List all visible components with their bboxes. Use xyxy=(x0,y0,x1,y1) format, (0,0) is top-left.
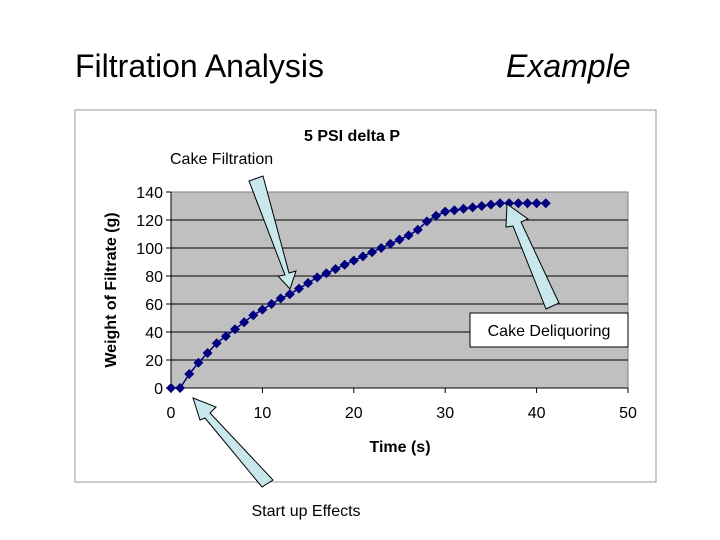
data-point xyxy=(175,383,186,393)
data-point xyxy=(531,198,542,209)
data-point xyxy=(476,201,487,211)
data-point xyxy=(339,259,350,270)
data-point xyxy=(440,206,451,217)
data-point xyxy=(220,331,231,342)
data-point xyxy=(495,198,506,209)
data-point xyxy=(522,198,533,209)
startup-effects-arrow xyxy=(192,397,274,488)
x-axis-label: Time (s) xyxy=(369,439,430,456)
startup-effects-label: Start up Effects xyxy=(251,503,360,520)
data-point xyxy=(266,299,277,309)
data-point xyxy=(193,357,204,368)
data-point xyxy=(348,255,359,266)
data-point xyxy=(467,202,478,213)
y-tick-label: 60 xyxy=(145,297,163,314)
data-point xyxy=(275,293,286,304)
data-point xyxy=(312,272,323,283)
cake-deliquoring-arrow xyxy=(505,203,560,310)
cake-filtration-label: Cake Filtration xyxy=(170,151,273,168)
x-tick-label: 20 xyxy=(345,405,363,422)
series-markers xyxy=(166,198,551,393)
y-tick-label: 80 xyxy=(145,269,163,286)
data-point xyxy=(293,283,304,294)
data-point xyxy=(458,203,469,214)
data-point xyxy=(202,348,213,358)
data-point xyxy=(239,317,250,328)
data-point xyxy=(184,369,195,379)
data-point xyxy=(412,224,423,235)
data-point xyxy=(513,198,524,209)
y-tick-label: 0 xyxy=(154,381,163,398)
cake-deliquoring-label: Cake Deliquoring xyxy=(488,323,611,340)
y-tick-label: 20 xyxy=(145,353,163,370)
data-point xyxy=(229,324,240,335)
tick-labels: 0 20 40 60 80 100 120 140 0 10 20 30 40 50 xyxy=(136,185,637,422)
data-point xyxy=(330,264,341,274)
data-point xyxy=(166,383,176,393)
y-axis-label: Weight of Filtrate (g) xyxy=(103,212,120,367)
data-point xyxy=(431,210,442,221)
slide-tag: Example xyxy=(506,48,631,84)
x-tick-label: 50 xyxy=(619,405,637,422)
y-tick-label: 120 xyxy=(136,213,163,230)
cake-deliquoring-box xyxy=(469,312,629,348)
x-tick-label: 40 xyxy=(528,405,546,422)
x-tick-label: 10 xyxy=(254,405,272,422)
data-point xyxy=(385,238,396,249)
cake-filtration-arrow xyxy=(248,175,297,290)
data-point xyxy=(376,243,387,253)
data-point xyxy=(303,278,314,288)
x-tick-label: 0 xyxy=(167,405,176,422)
data-point xyxy=(485,199,496,210)
data-point xyxy=(321,268,332,279)
plot-area xyxy=(170,191,629,389)
y-tick-label: 100 xyxy=(136,241,163,258)
data-point xyxy=(449,205,460,216)
slide-title: Filtration Analysis xyxy=(75,48,324,84)
data-point xyxy=(540,198,551,209)
data-point xyxy=(367,247,378,258)
chart-title: 5 PSI delta P xyxy=(304,128,400,145)
data-point xyxy=(403,230,414,241)
data-point xyxy=(284,289,295,300)
y-tick-label: 40 xyxy=(145,325,163,342)
data-point xyxy=(394,234,405,245)
x-tick-label: 30 xyxy=(436,405,454,422)
data-point xyxy=(248,310,259,321)
data-point xyxy=(421,216,432,227)
data-point xyxy=(257,304,268,315)
y-tick-label: 140 xyxy=(136,185,163,202)
data-point xyxy=(357,251,368,262)
data-point xyxy=(211,338,222,349)
